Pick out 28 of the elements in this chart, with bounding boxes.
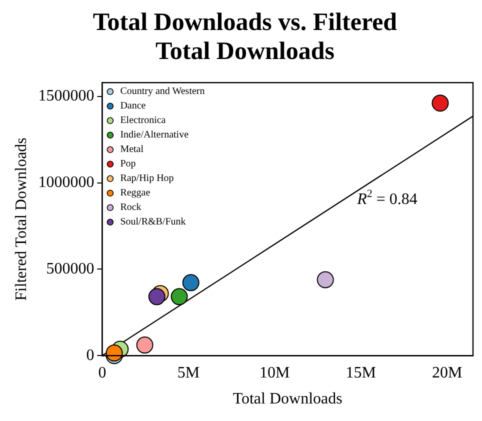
- legend-label: Pop: [120, 158, 136, 170]
- y-axis-title: Filtered Total Downloads: [12, 138, 30, 301]
- y-tick-label: 500000: [46, 260, 94, 278]
- legend-label: Rap/Hip Hop: [120, 173, 174, 184]
- x-tick-label: 10M: [260, 364, 290, 382]
- x-axis-title: Total Downloads: [232, 390, 342, 408]
- legend-label: Soul/R&B/Funk: [120, 216, 186, 228]
- x-tick-label: 15M: [346, 364, 376, 382]
- y-tick-label: 1000000: [38, 174, 94, 192]
- point: [148, 288, 166, 306]
- legend-label: Indie/Alternative: [120, 130, 190, 141]
- x-tick-label: 0: [98, 364, 106, 382]
- x-tick-label: 5M: [177, 364, 200, 382]
- legend-label: Dance: [120, 100, 146, 112]
- point: [182, 274, 200, 292]
- legend-label: Electronica: [120, 115, 166, 126]
- point: [316, 271, 334, 288]
- point: [136, 336, 154, 354]
- x-tick-label: 20M: [432, 364, 462, 382]
- y-tick-label: 1500000: [38, 88, 94, 105]
- point: [432, 94, 449, 112]
- y-tick-label: 0: [86, 346, 94, 364]
- chart-title: Total Downloads vs. Filtered Total Downloads: [92, 8, 398, 67]
- legend-label: Country and Western: [120, 86, 205, 98]
- legend-label: Reggae: [120, 188, 151, 199]
- legend-label: Metal: [120, 144, 144, 156]
- point: [170, 288, 188, 306]
- legend-label: Rock: [120, 202, 142, 214]
